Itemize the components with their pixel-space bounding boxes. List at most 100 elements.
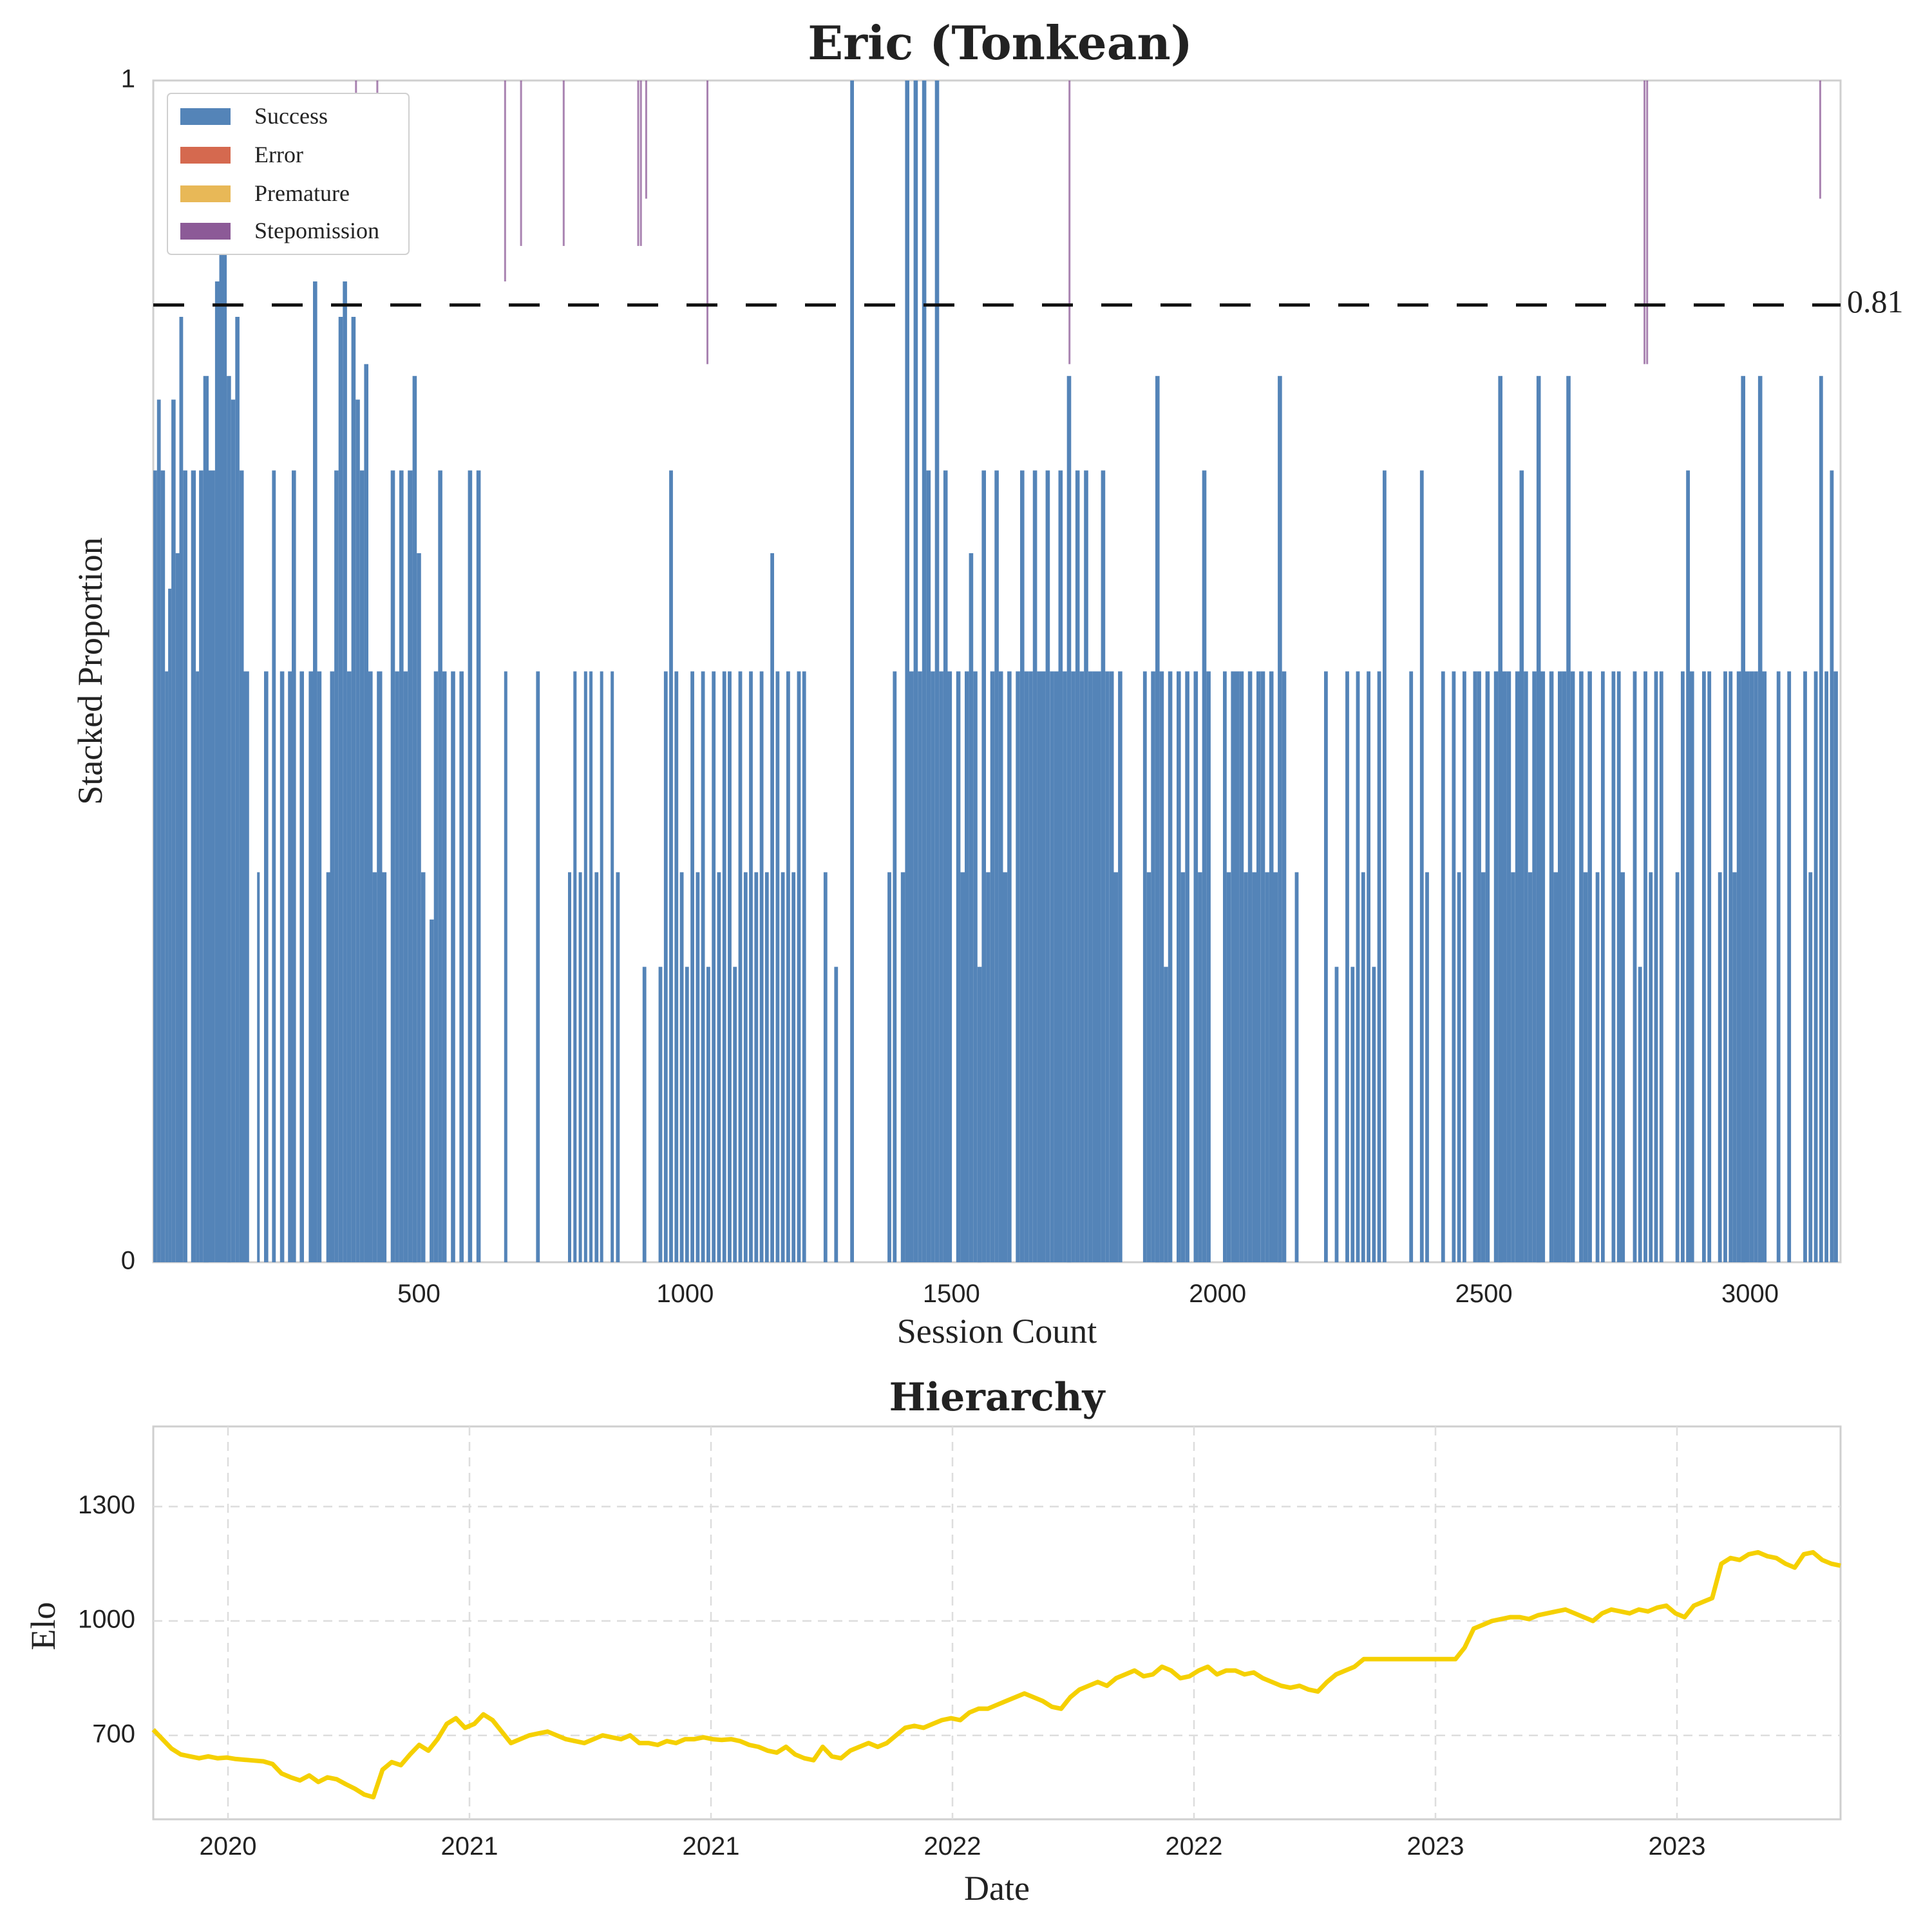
success-bar-213 <box>1269 671 1274 1262</box>
success-bar-292 <box>1741 375 1745 1263</box>
success-bar-138 <box>926 470 931 1262</box>
success-bar-241 <box>1477 671 1481 1262</box>
success-bar-267 <box>1587 671 1592 1262</box>
bottom-x-tick-4: 2022 <box>1166 1832 1223 1861</box>
success-bar-82 <box>568 872 571 1262</box>
success-bar-113 <box>754 872 759 1262</box>
success-bar-197 <box>1193 671 1198 1262</box>
success-bar-31 <box>288 671 292 1262</box>
success-bar-150 <box>977 967 982 1263</box>
success-bar-86 <box>589 671 593 1262</box>
success-bar-69 <box>451 671 455 1262</box>
success-bar-97 <box>669 470 673 1262</box>
success-bar-108 <box>728 671 732 1262</box>
success-bar-55 <box>390 470 395 1262</box>
success-bar-3 <box>165 671 169 1262</box>
success-bar-256 <box>1540 671 1546 1262</box>
success-bar-132 <box>900 872 905 1262</box>
success-bar-269 <box>1601 671 1605 1262</box>
success-bar-155 <box>998 671 1003 1262</box>
success-bar-134 <box>909 671 914 1262</box>
success-bar-203 <box>1226 872 1231 1262</box>
success-bar-7 <box>179 317 184 1262</box>
success-bar-139 <box>931 671 935 1262</box>
success-bar-64 <box>430 919 434 1262</box>
stepomission-mark-5 <box>637 80 639 246</box>
success-bar-101 <box>690 671 694 1262</box>
reference-line-label: 0.81 <box>1847 283 1904 319</box>
success-bar-115 <box>764 872 769 1262</box>
success-bar-114 <box>759 671 764 1262</box>
success-bar-266 <box>1583 872 1588 1262</box>
success-bar-65 <box>433 671 439 1262</box>
success-bar-179 <box>1101 470 1106 1262</box>
success-bar-181 <box>1109 671 1114 1262</box>
success-bar-249 <box>1511 872 1515 1262</box>
success-bar-227 <box>1372 967 1376 1263</box>
success-bar-308 <box>1833 671 1838 1262</box>
success-bar-307 <box>1830 470 1834 1262</box>
success-bar-235 <box>1441 671 1445 1262</box>
success-bar-10 <box>191 470 196 1262</box>
success-bar-20 <box>239 470 244 1262</box>
success-bar-78 <box>504 671 507 1262</box>
stepomission-mark-7 <box>645 80 647 199</box>
success-bar-270 <box>1611 671 1616 1262</box>
success-bar-48 <box>359 470 365 1262</box>
success-bar-71 <box>459 671 464 1262</box>
top-x-tick-500: 500 <box>397 1280 440 1308</box>
top-y-ticks: 01 <box>121 65 135 1275</box>
success-bar-204 <box>1231 671 1235 1262</box>
success-bar-178 <box>1097 671 1101 1262</box>
success-bar-11 <box>196 671 200 1262</box>
success-bar-180 <box>1105 671 1110 1262</box>
success-bar-210 <box>1256 671 1261 1262</box>
success-bar-21 <box>243 671 249 1262</box>
success-bar-53 <box>382 872 387 1262</box>
success-bar-153 <box>990 671 995 1262</box>
success-bar-40 <box>326 872 330 1262</box>
success-bar-112 <box>749 671 753 1262</box>
legend-swatch-error <box>180 147 231 164</box>
success-bar-102 <box>696 872 700 1262</box>
success-bar-231 <box>1409 671 1414 1262</box>
success-bar-149 <box>973 671 978 1262</box>
success-bar-167 <box>1050 671 1054 1262</box>
stepomission-mark-3 <box>520 80 522 246</box>
success-bar-199 <box>1202 470 1207 1262</box>
success-bar-202 <box>1223 671 1227 1262</box>
bottom-x-tick-1: 2021 <box>441 1832 498 1861</box>
success-bar-45 <box>346 671 352 1262</box>
bottom-x-tick-3: 2022 <box>924 1832 981 1861</box>
success-bar-16 <box>219 245 227 1262</box>
success-bar-237 <box>1457 872 1461 1262</box>
success-bar-304 <box>1814 671 1818 1262</box>
success-bar-13 <box>203 375 209 1263</box>
success-bar-75 <box>476 470 481 1262</box>
top-x-tick-1000: 1000 <box>656 1280 714 1308</box>
success-bar-302 <box>1803 671 1807 1262</box>
success-bar-14 <box>209 470 215 1262</box>
success-bar-281 <box>1681 671 1685 1262</box>
success-bar-275 <box>1638 967 1642 1263</box>
success-bar-211 <box>1260 671 1265 1262</box>
success-bar-2 <box>160 470 166 1262</box>
success-bar-185 <box>1142 671 1147 1262</box>
success-bar-100 <box>685 967 689 1263</box>
success-bar-38 <box>317 671 322 1262</box>
success-bar-236 <box>1452 671 1456 1262</box>
success-bar-157 <box>1007 671 1012 1262</box>
success-bar-280 <box>1675 872 1680 1262</box>
success-bar-152 <box>986 872 990 1262</box>
success-bar-222 <box>1345 671 1349 1262</box>
success-bar-93 <box>642 967 647 1263</box>
success-bar-103 <box>701 671 705 1262</box>
success-bar-125 <box>834 967 838 1263</box>
success-bar-44 <box>343 281 347 1262</box>
success-bar-51 <box>372 872 377 1262</box>
top-x-axis-label: Session Count <box>897 1312 1097 1350</box>
success-bar-283 <box>1690 671 1694 1262</box>
top-x-tick-2000: 2000 <box>1189 1280 1246 1308</box>
bottom-y-axis-label: Elo <box>24 1602 62 1651</box>
success-bar-116 <box>770 553 774 1262</box>
